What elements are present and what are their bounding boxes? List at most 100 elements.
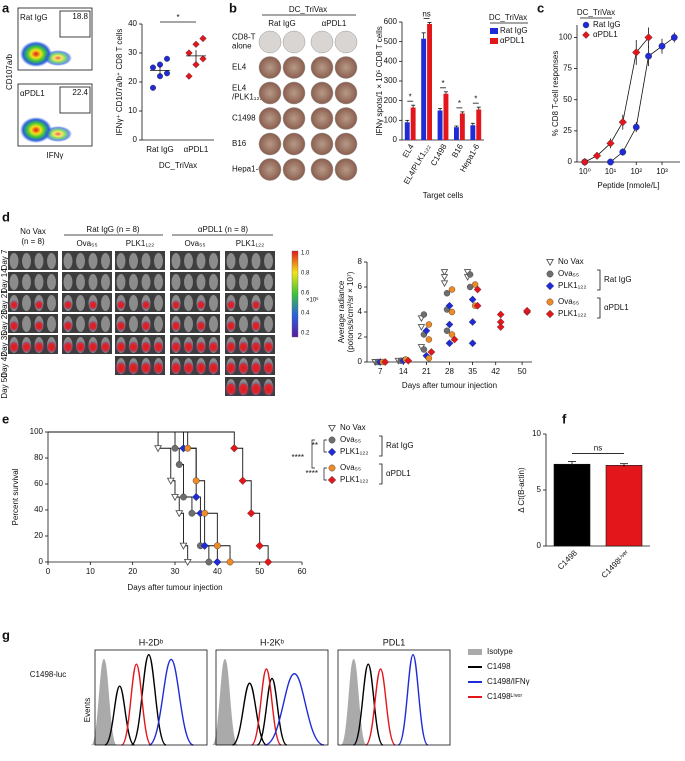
y-tick-label: 600 xyxy=(384,17,398,26)
point xyxy=(471,281,479,288)
colorbar-tick: 1.0 xyxy=(301,251,310,257)
panel-letter: a xyxy=(2,0,10,15)
gate-value: 18.8 xyxy=(72,12,88,21)
x-tick-label: EL4 xyxy=(401,142,416,159)
histogram xyxy=(104,685,136,746)
well xyxy=(282,158,306,181)
point xyxy=(149,64,156,71)
significance: * xyxy=(441,79,444,88)
signal xyxy=(195,340,207,354)
x-tick-label: C1498ᴸⁱᵛᵉʳ xyxy=(600,548,631,579)
well xyxy=(282,81,306,105)
colorbar-unit: ×10⁶ xyxy=(306,297,319,304)
day-label: Day 14 xyxy=(0,268,9,294)
mouse xyxy=(171,274,181,290)
mouse xyxy=(76,274,85,290)
bar xyxy=(421,38,427,140)
point xyxy=(255,541,264,550)
signal xyxy=(171,299,181,311)
signal xyxy=(262,340,275,354)
panel-letter: g xyxy=(2,627,10,642)
mouse-image xyxy=(62,335,112,354)
day-label: Day 35 xyxy=(0,331,9,357)
signal xyxy=(152,340,165,354)
panel-letter: f xyxy=(562,411,567,426)
axis-label: IFNγ xyxy=(47,151,64,160)
y-tick-label: 100 xyxy=(30,427,44,436)
mouse xyxy=(116,274,126,290)
histogram xyxy=(352,663,384,746)
point xyxy=(466,271,474,278)
point xyxy=(523,306,531,315)
point xyxy=(213,542,221,550)
signal xyxy=(141,299,151,311)
y-tick-label: 400 xyxy=(384,56,398,65)
legend-label: C1498 xyxy=(487,662,511,671)
point xyxy=(445,339,454,348)
point xyxy=(425,355,433,362)
point xyxy=(496,323,505,331)
point xyxy=(199,34,207,43)
point xyxy=(200,541,209,550)
legend-marker xyxy=(328,464,336,472)
legend-marker xyxy=(546,270,554,278)
legend-label: αPDL1 xyxy=(593,30,618,39)
y-tick-label: 100 xyxy=(384,115,398,124)
point xyxy=(184,444,192,452)
well xyxy=(258,132,282,156)
x-tick-label: 35 xyxy=(468,367,477,376)
mouse xyxy=(264,274,273,290)
signal xyxy=(33,320,45,332)
plate-row: /PLK1₁₂₂ xyxy=(232,93,263,102)
point xyxy=(213,557,222,567)
point xyxy=(183,558,192,567)
bar xyxy=(453,127,459,140)
mouse xyxy=(209,316,218,332)
point xyxy=(404,356,413,365)
well xyxy=(334,158,358,181)
point xyxy=(192,40,200,48)
point xyxy=(606,139,615,148)
point xyxy=(238,476,247,485)
mouse xyxy=(47,316,56,332)
point xyxy=(192,492,201,502)
legend-marker xyxy=(582,31,590,39)
histogram xyxy=(365,668,397,746)
point xyxy=(607,158,614,166)
signal xyxy=(127,340,140,354)
significance: ns xyxy=(594,444,602,453)
point xyxy=(420,346,428,353)
legend-group: Rat IgG xyxy=(604,275,632,284)
signal xyxy=(8,320,20,332)
legend-title: DC_TriVax xyxy=(577,8,615,17)
mouse xyxy=(129,253,138,269)
flow-density xyxy=(20,117,52,143)
point xyxy=(619,148,627,156)
axis-label: Events xyxy=(83,698,92,722)
flow-gate xyxy=(59,10,91,38)
signal xyxy=(9,299,19,311)
legend-title: DC_TriVax xyxy=(489,13,527,22)
well xyxy=(310,158,334,181)
point xyxy=(188,509,196,517)
axis-label: Target cells xyxy=(423,191,463,200)
legend-marker xyxy=(328,436,336,444)
point xyxy=(179,542,188,550)
point xyxy=(632,48,641,57)
y-tick-label: 75 xyxy=(563,64,572,73)
histogram xyxy=(120,663,152,746)
mouse xyxy=(101,295,110,311)
axis-label: Percent survival xyxy=(11,468,20,525)
y-tick-label: 10 xyxy=(128,106,137,115)
legend-bracket xyxy=(597,269,601,291)
mouse xyxy=(209,295,218,311)
mouse xyxy=(184,274,193,290)
bar xyxy=(427,23,433,140)
mouse xyxy=(154,316,163,332)
point xyxy=(473,301,482,310)
signal xyxy=(251,299,261,311)
point xyxy=(171,493,179,502)
mouse-image xyxy=(170,314,220,333)
mouse-image xyxy=(115,335,165,354)
well xyxy=(310,30,334,54)
